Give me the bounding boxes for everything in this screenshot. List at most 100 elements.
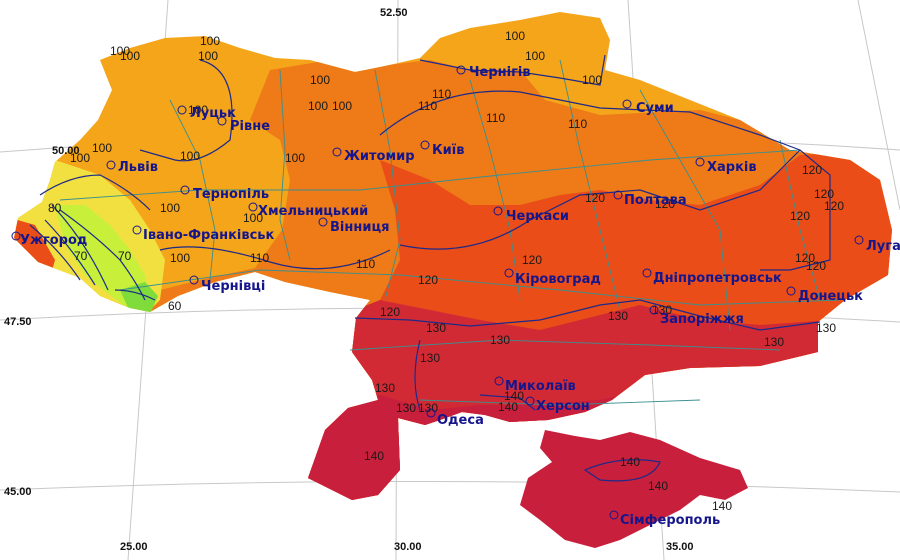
- iso-label: 110: [432, 87, 451, 101]
- iso-label: 140: [648, 479, 668, 493]
- iso-label: 60: [168, 299, 182, 313]
- iso-label: 100: [200, 34, 220, 48]
- iso-label: 100: [582, 73, 602, 87]
- isoline-130: [354, 299, 821, 331]
- iso-label: 70: [74, 249, 88, 263]
- isoline-west-dense-1: [29, 224, 81, 281]
- city-lutsk: Луцьк: [177, 105, 236, 121]
- iso-label: 140: [620, 455, 640, 469]
- iso-label: 100: [332, 99, 352, 113]
- city-chernivtsi: Чернівці: [189, 275, 265, 294]
- iso-label: 140: [712, 499, 732, 513]
- city-poltava: Полтава: [613, 190, 687, 208]
- city-kharkiv: Харків: [695, 157, 757, 175]
- iso-label: 120: [380, 305, 400, 319]
- svg-text:Черкаси: Черкаси: [506, 209, 569, 224]
- iso-label: 120: [814, 187, 834, 201]
- isoline-140-crimea: [583, 459, 661, 482]
- city-lviv: Львів: [106, 160, 158, 175]
- isoline-80: [39, 174, 151, 211]
- iso-label: 140: [504, 389, 524, 403]
- iso-label: 130: [652, 303, 672, 317]
- city-sumy: Суми: [622, 99, 674, 116]
- crimea: [520, 430, 748, 548]
- iso-label: 110: [568, 117, 587, 131]
- svg-text:Чернівці: Чернівці: [201, 279, 265, 294]
- iso-label: 110: [250, 251, 269, 265]
- iso-label: 140: [498, 400, 518, 414]
- city-vinnytsia: Вінниця: [318, 217, 389, 235]
- band-70: [55, 205, 150, 310]
- iso-label: 100: [110, 44, 130, 58]
- lon-label-35-00: 35.00: [666, 541, 694, 553]
- iso-label: 120: [802, 163, 822, 177]
- iso-label: 110: [418, 99, 437, 113]
- isoline-60: [114, 289, 156, 301]
- iso-label: 100: [170, 251, 190, 265]
- iso-label: 120: [585, 191, 605, 205]
- iso-label: 130: [426, 321, 446, 335]
- iso-label: 130: [490, 333, 510, 347]
- svg-text:Тернопіль: Тернопіль: [193, 187, 269, 202]
- iso-label: 100: [120, 49, 140, 63]
- isoline-100-north: [139, 59, 233, 162]
- iso-label: 100: [285, 151, 305, 165]
- iso-label: 130: [816, 321, 836, 335]
- svg-text:Ужгород: Ужгород: [20, 233, 87, 248]
- lat-label-47-50: 47.50: [4, 316, 32, 328]
- city-mykolaiv: Миколаїв: [494, 376, 576, 394]
- svg-text:Сімферополь: Сімферополь: [620, 513, 720, 528]
- iso-label: 140: [364, 449, 384, 463]
- iso-label: 120: [655, 197, 675, 211]
- iso-label: 100: [70, 151, 90, 165]
- city-kyiv: Київ: [420, 140, 464, 158]
- svg-text:Рівне: Рівне: [230, 119, 270, 134]
- svg-text:Харків: Харків: [707, 160, 757, 175]
- iso-label: 80: [48, 201, 62, 215]
- city-kherson: Херсон: [525, 396, 590, 414]
- iso-label: 100: [180, 149, 200, 163]
- svg-text:Хмельницький: Хмельницький: [258, 204, 368, 219]
- city-zhytomyr: Житомир: [332, 147, 415, 164]
- svg-text:Запоріжжя: Запоріжжя: [660, 312, 744, 327]
- svg-text:Кіровоград: Кіровоград: [515, 272, 601, 287]
- svg-text:Донецьк: Донецьк: [798, 289, 863, 304]
- axis-labels: 52.50 50.00 47.50 45.00 25.00 30.00 35.0…: [4, 7, 694, 553]
- city-cherkasy: Черкаси: [493, 206, 569, 224]
- svg-text:Суми: Суми: [636, 101, 674, 116]
- iso-label: 100: [308, 99, 328, 113]
- city-khmelnytskyi: Хмельницький: [248, 202, 368, 219]
- city-rivne: Рівне: [217, 116, 270, 134]
- lon-label-30-00: 30.00: [394, 541, 422, 553]
- iso-label: 100: [525, 49, 545, 63]
- iso-label: 100: [310, 73, 330, 87]
- isoline-110: [379, 90, 801, 151]
- svg-text:Житомир: Житомир: [344, 149, 415, 164]
- iso-label: 100: [505, 29, 525, 43]
- isoline-labels: 100 100 100 100 100 100 100 100 100 100 …: [48, 29, 844, 513]
- isoline-110-south: [159, 246, 391, 270]
- isoline-70: [59, 209, 146, 301]
- iso-label: 100: [92, 141, 112, 155]
- isoline-140-south: [479, 394, 536, 411]
- svg-text:Луга: Луга: [866, 239, 900, 254]
- isolines: [29, 54, 831, 482]
- region-borders: [59, 59, 841, 406]
- city-chernihiv: Чернігів: [456, 65, 531, 80]
- svg-text:Івано-Франківськ: Івано-Франківськ: [143, 228, 275, 243]
- svg-text:Миколаїв: Миколаїв: [505, 379, 576, 394]
- isoline-100-east: [419, 54, 606, 86]
- iso-label: 120: [806, 259, 826, 273]
- city-luhansk: Луга: [854, 235, 900, 254]
- isoline-west-dense-2: [44, 219, 96, 286]
- iso-label: 100: [188, 103, 208, 117]
- city-odesa: Одеса: [426, 408, 484, 428]
- iso-label: 100: [198, 49, 218, 63]
- iso-label: 130: [396, 401, 416, 415]
- lat-label-50-00: 50.00: [52, 145, 80, 157]
- iso-label: 70: [118, 249, 132, 263]
- svg-text:Дніпропетровськ: Дніпропетровськ: [653, 271, 782, 286]
- svg-text:Київ: Київ: [432, 143, 464, 158]
- band-60: [120, 282, 158, 314]
